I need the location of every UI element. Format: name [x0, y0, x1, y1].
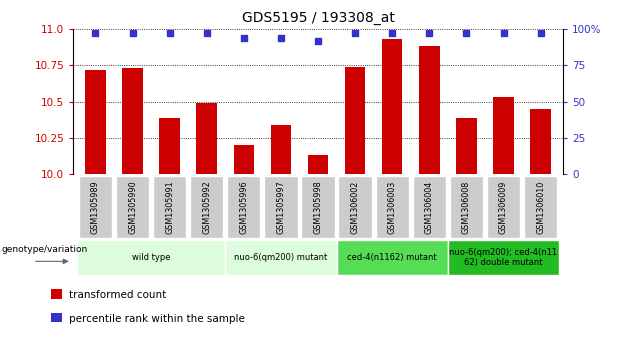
Text: GSM1306003: GSM1306003 [388, 180, 397, 233]
Text: GSM1305992: GSM1305992 [202, 180, 211, 234]
Text: GSM1305996: GSM1305996 [239, 180, 248, 234]
Point [127, 30, 137, 36]
Point [350, 30, 360, 36]
Point [424, 30, 434, 36]
Bar [301, 176, 335, 238]
Bar [448, 240, 559, 275]
Text: transformed count: transformed count [69, 290, 166, 300]
Text: genotype/variation: genotype/variation [1, 245, 88, 254]
Text: nuo-6(qm200) mutant: nuo-6(qm200) mutant [234, 253, 328, 262]
Text: nuo-6(qm200); ced-4(n11
62) double mutant: nuo-6(qm200); ced-4(n11 62) double mutan… [450, 248, 558, 268]
Bar [190, 176, 223, 238]
Bar [530, 109, 551, 174]
Bar [264, 176, 298, 238]
Point [90, 30, 100, 36]
Text: GSM1306009: GSM1306009 [499, 180, 508, 234]
Point [202, 30, 212, 36]
Point [536, 30, 546, 36]
Bar [77, 240, 225, 275]
Title: GDS5195 / 193308_at: GDS5195 / 193308_at [242, 11, 394, 25]
Bar [382, 39, 403, 174]
Point [387, 30, 398, 36]
Point [165, 30, 175, 36]
Text: ced-4(n1162) mutant: ced-4(n1162) mutant [347, 253, 437, 262]
Bar [487, 176, 520, 238]
Bar [271, 125, 291, 174]
Bar [51, 289, 62, 299]
Point [276, 35, 286, 41]
Text: GSM1306010: GSM1306010 [536, 180, 545, 233]
Point [313, 38, 323, 44]
Point [238, 35, 249, 41]
Text: GSM1305989: GSM1305989 [91, 180, 100, 234]
Text: GSM1305998: GSM1305998 [314, 180, 322, 234]
Text: GSM1305991: GSM1305991 [165, 180, 174, 234]
Text: GSM1306004: GSM1306004 [425, 180, 434, 233]
Point [499, 30, 509, 36]
Bar [225, 240, 336, 275]
Bar [51, 313, 62, 322]
Bar [524, 176, 557, 238]
Text: GSM1306002: GSM1306002 [350, 180, 359, 234]
Text: wild type: wild type [132, 253, 170, 262]
Bar [85, 70, 106, 174]
Bar [494, 97, 514, 174]
Bar [308, 155, 328, 174]
Bar [450, 176, 483, 238]
Text: GSM1305990: GSM1305990 [128, 180, 137, 234]
Bar [419, 46, 439, 174]
Bar [456, 118, 476, 174]
Bar [336, 240, 448, 275]
Bar [197, 103, 217, 174]
Bar [227, 176, 261, 238]
Bar [160, 118, 180, 174]
Bar [122, 68, 142, 174]
Bar [338, 176, 372, 238]
Bar [79, 176, 112, 238]
Text: percentile rank within the sample: percentile rank within the sample [69, 314, 245, 323]
Text: GSM1306008: GSM1306008 [462, 180, 471, 233]
Bar [153, 176, 186, 238]
Bar [413, 176, 446, 238]
Point [461, 30, 471, 36]
Bar [116, 176, 149, 238]
Bar [375, 176, 409, 238]
Bar [345, 67, 365, 174]
Text: GSM1305997: GSM1305997 [277, 180, 286, 234]
Bar [233, 145, 254, 174]
